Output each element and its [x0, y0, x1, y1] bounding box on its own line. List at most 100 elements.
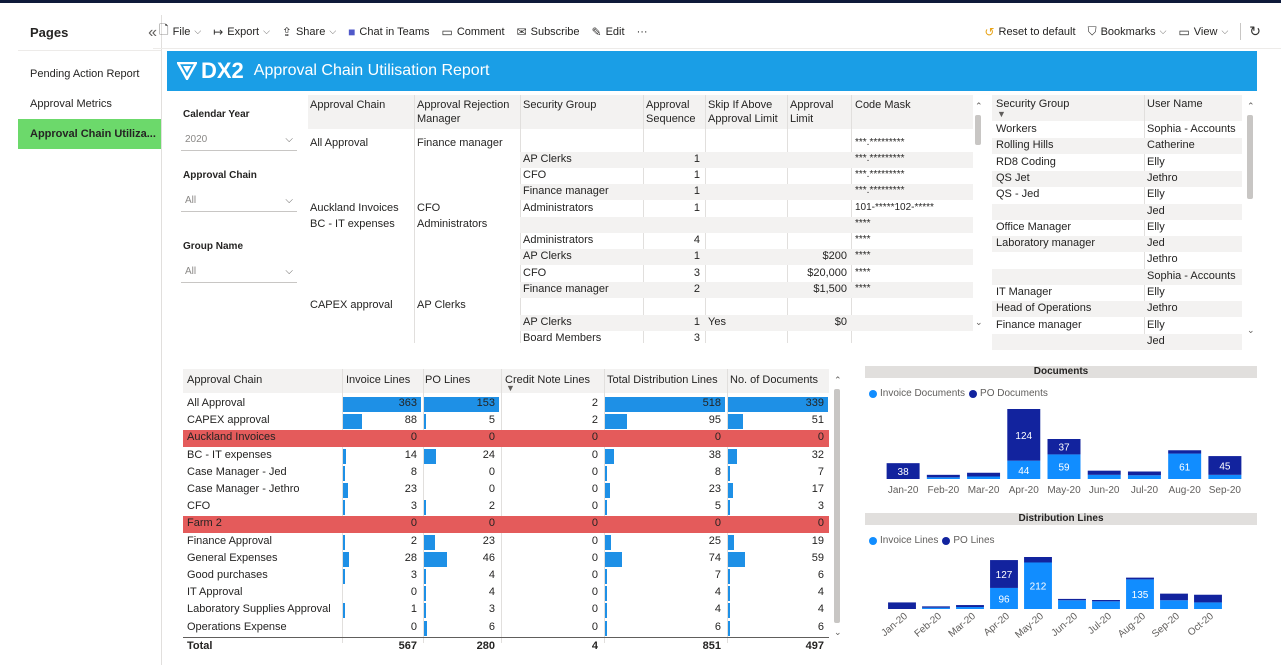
bar-invoice-apr-20[interactable] — [1007, 460, 1041, 479]
metrics-table-row[interactable]: CAPEX approval 88 5 2 95 51 — [183, 413, 829, 430]
scroll-up-icon[interactable]: ⌃ — [1247, 101, 1255, 111]
bar-po-jul-20[interactable] — [1127, 471, 1161, 476]
bar-po-feb-20[interactable] — [926, 474, 960, 478]
bar-po-apr-20[interactable] — [990, 560, 1018, 588]
bar-invoice-oct-20[interactable] — [1194, 602, 1222, 609]
metric-value-cell: 2 — [410, 534, 417, 547]
bar-po-jul-20[interactable] — [1092, 600, 1120, 602]
matrix-column-header[interactable]: Security Group — [523, 99, 597, 111]
metrics-column-header[interactable]: Approval Chain — [187, 374, 263, 386]
more-options-button[interactable]: ··· — [636, 25, 648, 38]
comment-button[interactable]: ▭ Comment — [442, 25, 505, 39]
bookmarks-menu[interactable]: ⛉ Bookmarks ⌵ — [1088, 24, 1167, 39]
documents-chart[interactable]: 38 Jan-20 Feb-20 Mar-20 44 124 Apr-20 59 37 May-2… — [865, 403, 1257, 505]
metric-value-cell: 0 — [591, 431, 598, 444]
page-item-pending-action[interactable]: Pending Action Report — [30, 68, 140, 80]
users-scrollbar[interactable] — [1247, 115, 1253, 199]
bar-po-sep-20[interactable] — [1208, 456, 1242, 475]
bar-po-jan-20[interactable] — [888, 602, 916, 609]
approval-chain-slicer[interactable]: All ⌵ — [181, 190, 297, 212]
bar-invoice-feb-20[interactable] — [926, 477, 960, 479]
share-menu[interactable]: ⇪ Share ⌵ — [282, 25, 336, 39]
bar-invoice-mar-20[interactable] — [956, 607, 984, 609]
bar-invoice-jun-20[interactable] — [1087, 474, 1121, 479]
metrics-table-row[interactable]: IT Approval 0 4 0 4 4 — [183, 585, 829, 602]
subscribe-button[interactable]: ✉ Subscribe — [517, 25, 580, 39]
scroll-up-icon[interactable]: ⌃ — [975, 101, 983, 111]
group-name-slicer[interactable]: All ⌵ — [181, 261, 297, 283]
matrix-column-header[interactable]: Skip If Above Approval Limit — [708, 99, 778, 125]
view-menu[interactable]: ▭ View ⌵ — [1178, 25, 1228, 39]
metrics-column-header[interactable]: Credit Note Lines — [505, 374, 590, 386]
matrix-column-header[interactable]: Approval Sequence — [646, 99, 696, 125]
metrics-table-row[interactable]: BC - IT expenses 14 24 0 38 32 — [183, 448, 829, 465]
metrics-column-header[interactable]: Invoice Lines — [346, 374, 411, 386]
bar-po-aug-20[interactable] — [1168, 450, 1202, 454]
bar-invoice-feb-20[interactable] — [922, 607, 950, 609]
metrics-table-row[interactable]: Farm 2 0 0 0 0 0 — [183, 516, 829, 534]
bar-po-jun-20[interactable] — [1087, 470, 1121, 475]
bar-po-may-20[interactable] — [1047, 439, 1081, 455]
metrics-table-row[interactable]: Auckland Invoices 0 0 0 0 0 — [183, 430, 829, 448]
bar-invoice-jul-20[interactable] — [1092, 601, 1120, 609]
reset-to-default-button[interactable]: ↺ Reset to default — [984, 25, 1075, 39]
metrics-table-row[interactable]: Good purchases 3 4 0 7 6 — [183, 568, 829, 585]
bar-invoice-sep-20[interactable] — [1208, 474, 1242, 479]
bar-invoice-may-20[interactable] — [1047, 454, 1081, 479]
bar-po-mar-20[interactable] — [967, 472, 1001, 477]
bar-invoice-may-20[interactable] — [1024, 562, 1052, 609]
bar-po-apr-20[interactable] — [1007, 409, 1041, 461]
metrics-table-row[interactable]: Finance Approval 2 23 0 25 19 — [183, 534, 829, 551]
bar-invoice-aug-20[interactable] — [1126, 579, 1154, 609]
bar-po-aug-20[interactable] — [1126, 577, 1154, 580]
metrics-table-row[interactable]: All Approval 363 153 2 518 339 — [183, 396, 829, 413]
metrics-table-row[interactable]: Case Manager - Jed 8 0 0 8 7 — [183, 465, 829, 482]
bar-po-may-20[interactable] — [1024, 557, 1052, 563]
users-column-header[interactable]: User Name — [1147, 98, 1203, 110]
distribution-lines-legend: Invoice Lines PO Lines — [869, 535, 995, 546]
metrics-table-row[interactable]: Case Manager - Jethro 23 0 0 23 17 — [183, 482, 829, 499]
bar-po-jun-20[interactable] — [1058, 598, 1086, 601]
collapse-icon[interactable]: « — [148, 23, 157, 41]
users-column-header[interactable]: Security Group — [996, 98, 1070, 110]
matrix-column-header[interactable]: Approval Chain — [310, 99, 386, 111]
bar-po-sep-20[interactable] — [1160, 593, 1188, 601]
scroll-down-icon[interactable]: ⌄ — [1247, 325, 1255, 335]
metrics-column-header[interactable]: Total Distribution Lines — [607, 374, 718, 386]
bar-po-jan-20[interactable] — [886, 463, 920, 479]
chat-in-teams-button[interactable]: ■ Chat in Teams — [348, 25, 429, 39]
scroll-up-icon[interactable]: ⌃ — [834, 375, 842, 385]
bar-po-mar-20[interactable] — [956, 605, 984, 608]
page-item-approval-chain[interactable]: Approval Chain Utiliza... — [18, 119, 161, 149]
bar-invoice-jul-20[interactable] — [1127, 475, 1161, 479]
metrics-table-row[interactable]: Operations Expense 0 6 0 6 6 — [183, 620, 829, 637]
users-header-bg — [992, 95, 1242, 121]
refresh-button[interactable]: ↻ — [1240, 23, 1265, 40]
metrics-table-row[interactable]: Laboratory Supplies Approval 1 3 0 4 4 — [183, 602, 829, 619]
file-menu[interactable]: 🗋 File ⌵ — [159, 21, 201, 42]
metrics-scrollbar[interactable] — [834, 389, 840, 623]
export-menu[interactable]: ↦ Export ⌵ — [213, 25, 270, 39]
metrics-table-row[interactable]: CFO 3 2 0 5 3 — [183, 499, 829, 516]
row-shading — [992, 268, 1242, 285]
bar-po-oct-20[interactable] — [1194, 594, 1222, 603]
matrix-column-header[interactable]: Approval Rejection Manager — [417, 99, 510, 125]
edit-button[interactable]: ✎ Edit — [592, 25, 625, 39]
scroll-down-icon[interactable]: ⌄ — [834, 627, 842, 637]
metrics-column-header[interactable]: PO Lines — [425, 374, 471, 386]
bar-invoice-mar-20[interactable] — [967, 476, 1001, 480]
page-item-approval-metrics[interactable]: Approval Metrics — [30, 98, 112, 110]
metrics-column-header[interactable]: No. of Documents — [730, 374, 819, 386]
bar-invoice-sep-20[interactable] — [1160, 600, 1188, 609]
bar-po-feb-20[interactable] — [922, 606, 950, 608]
bar-invoice-aug-20[interactable] — [1168, 453, 1202, 479]
metrics-table-row[interactable]: General Expenses 28 46 0 74 59 — [183, 551, 829, 568]
scroll-down-icon[interactable]: ⌄ — [975, 317, 983, 327]
bar-invoice-jun-20[interactable] — [1058, 600, 1086, 609]
matrix-column-header[interactable]: Approval Limit — [790, 99, 834, 125]
matrix-column-header[interactable]: Code Mask — [855, 99, 911, 111]
matrix-scrollbar[interactable] — [975, 115, 981, 145]
bar-invoice-apr-20[interactable] — [990, 587, 1018, 609]
calendar-year-slicer[interactable]: 2020 ⌵ — [181, 129, 297, 151]
